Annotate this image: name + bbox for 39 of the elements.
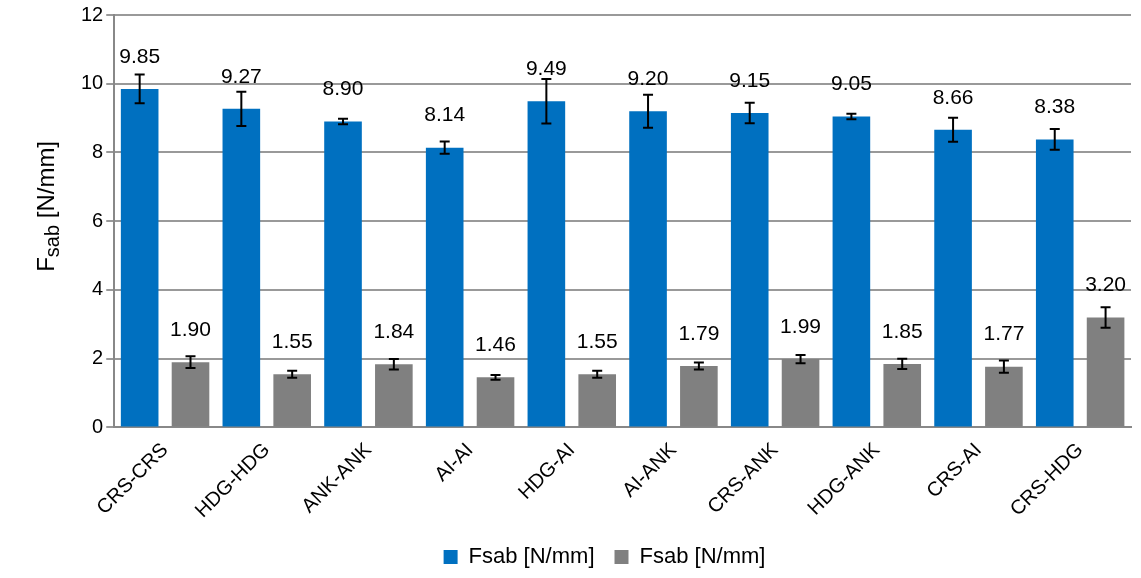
bar bbox=[120, 88, 159, 427]
data-label: 3.20 bbox=[1085, 272, 1127, 296]
bar bbox=[730, 112, 769, 427]
y-tick-label: 12 bbox=[81, 2, 104, 25]
data-label: 8.90 bbox=[322, 76, 364, 100]
bar bbox=[934, 129, 972, 427]
data-label: 1.99 bbox=[780, 313, 821, 337]
data-label: 1.85 bbox=[881, 318, 923, 342]
data-label: 9.85 bbox=[119, 43, 161, 67]
legend-label: Fsab [N/mm] bbox=[468, 543, 595, 569]
y-tick-label: 4 bbox=[92, 277, 104, 300]
bar bbox=[629, 111, 667, 427]
bar bbox=[527, 101, 566, 427]
data-label: 8.38 bbox=[1034, 94, 1076, 118]
y-tick-label: 2 bbox=[92, 346, 104, 369]
data-label: 9.20 bbox=[627, 66, 669, 90]
data-label: 1.84 bbox=[373, 319, 415, 343]
y-tick-label: 8 bbox=[92, 140, 104, 162]
bar bbox=[425, 147, 464, 427]
data-label: 8.14 bbox=[424, 102, 466, 126]
data-label: 9.27 bbox=[220, 63, 262, 87]
data-label: 9.49 bbox=[525, 56, 567, 80]
bar bbox=[832, 116, 871, 427]
data-label: 1.46 bbox=[475, 332, 516, 356]
data-label: 9.05 bbox=[830, 71, 872, 95]
bar bbox=[324, 121, 362, 427]
bar bbox=[222, 108, 261, 427]
y-tick-label: 10 bbox=[81, 71, 104, 94]
data-label: 1.90 bbox=[170, 316, 211, 340]
legend-label: Fsab [N/mm] bbox=[639, 543, 766, 569]
data-label: 9.15 bbox=[729, 67, 771, 91]
data-label: 1.79 bbox=[678, 320, 720, 344]
y-tick-label: 0 bbox=[92, 414, 104, 437]
data-label: 1.77 bbox=[983, 321, 1025, 345]
data-label: 1.55 bbox=[576, 328, 618, 352]
data-label: 1.55 bbox=[271, 328, 313, 352]
bar bbox=[1035, 139, 1074, 427]
data-label: 8.66 bbox=[932, 84, 974, 108]
y-tick-label: 6 bbox=[92, 208, 104, 231]
